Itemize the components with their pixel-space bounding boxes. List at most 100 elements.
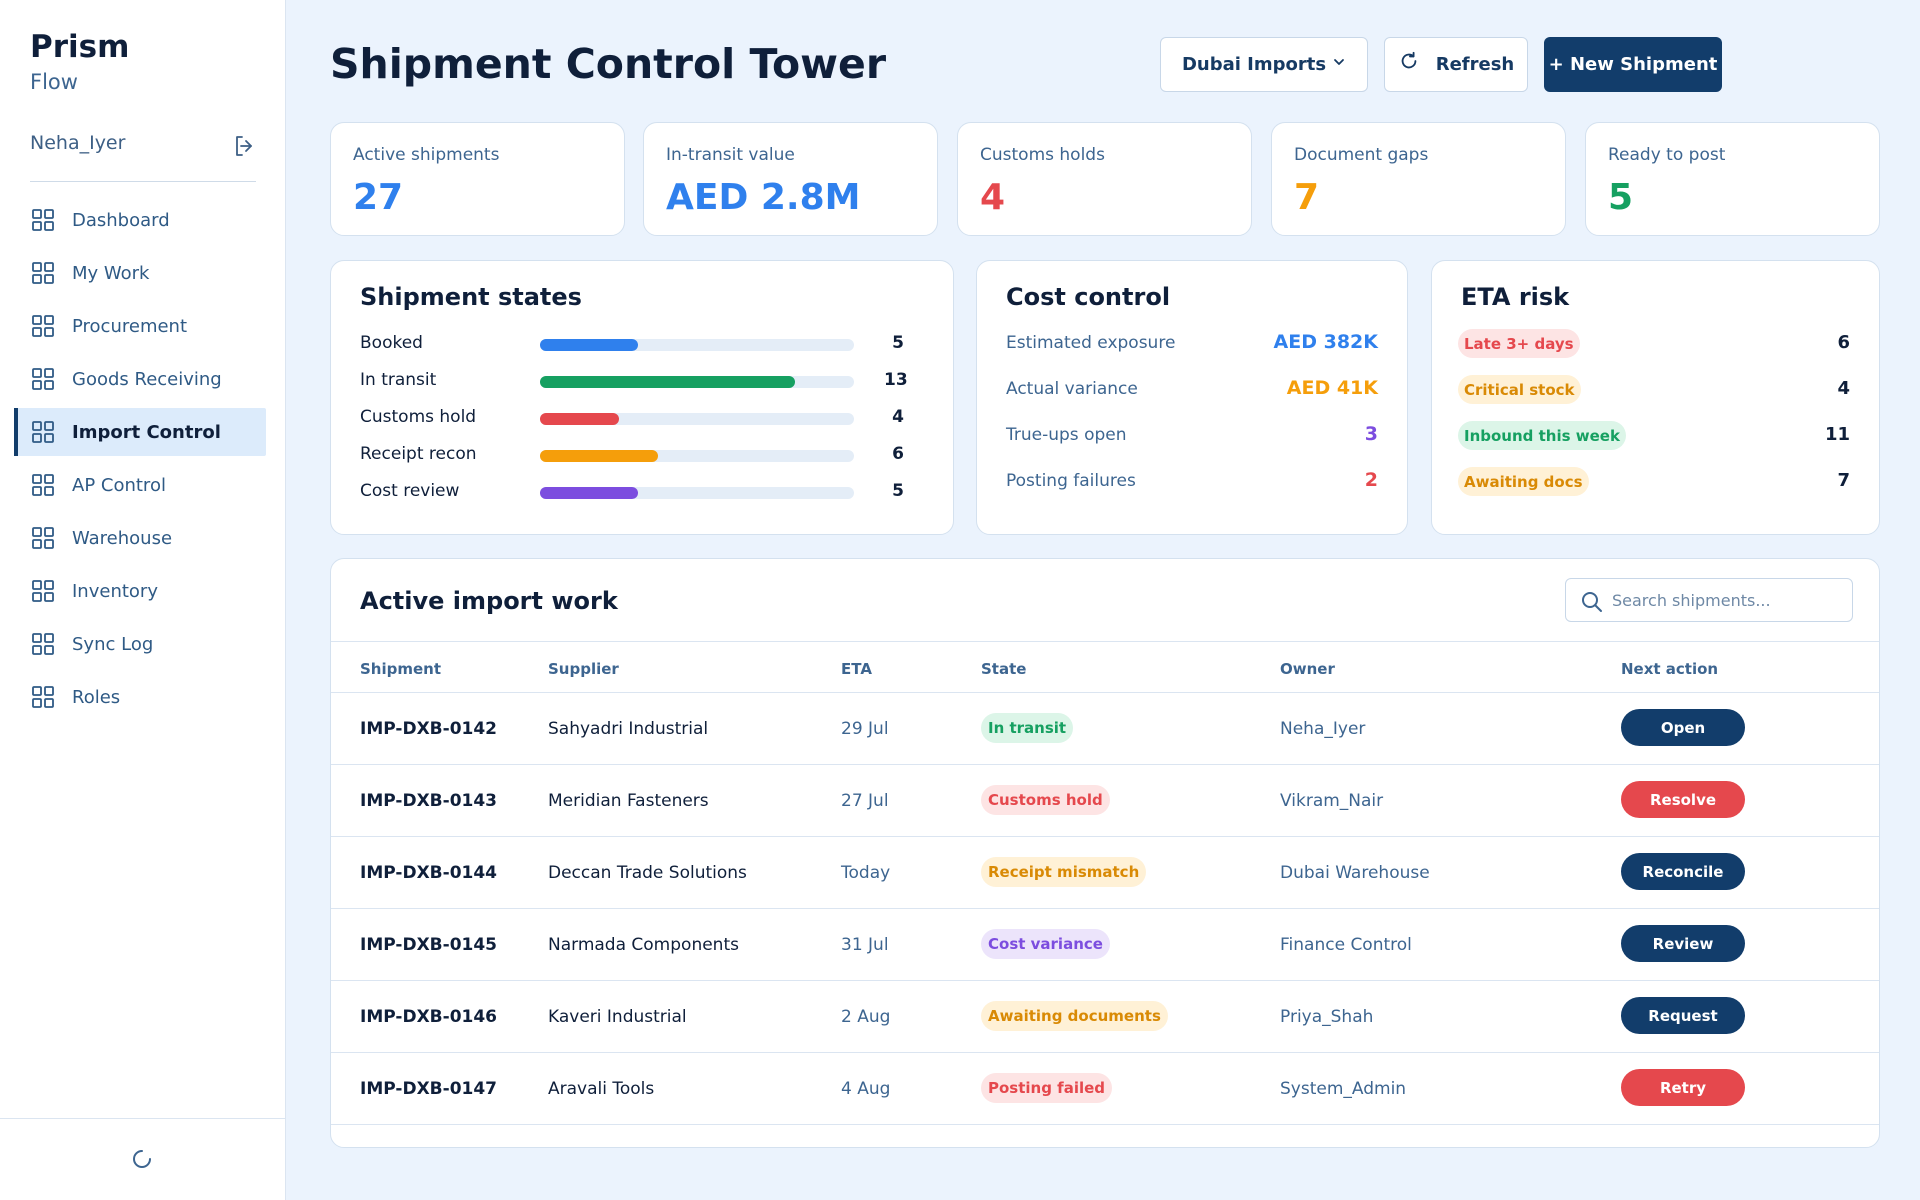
grid-icon <box>32 315 54 337</box>
table-row: IMP-DXB-0145 Narmada Components 31 Jul Cost… <box>331 909 1879 981</box>
table-row: IMP-DXB-0144 Deccan Trade Solutions Today R… <box>331 837 1879 909</box>
state-bar-track <box>540 376 854 388</box>
entity-select[interactable]: Dubai Imports <box>1160 37 1368 92</box>
eta-date: 27 Jul <box>841 791 889 811</box>
eta-date: 4 Aug <box>841 1079 891 1099</box>
sidebar-item-label: AP Control <box>72 474 166 496</box>
column-header: Owner <box>1280 660 1335 678</box>
cost-value: AED 41K <box>1286 377 1378 399</box>
state-label: In transit <box>360 370 437 390</box>
state-badge: In transit <box>981 713 1074 743</box>
refresh-icon <box>1401 51 1417 68</box>
table-row: IMP-DXB-0146 Kaveri Industrial 2 Aug Awaiti… <box>331 981 1879 1053</box>
shipment-states-panel: Shipment states Booked 5 In transit 13 Custo… <box>330 260 954 535</box>
eta-risk-count: 11 <box>1824 424 1850 445</box>
sidebar-item-label: My Work <box>72 262 150 284</box>
kpi-label: Ready to post <box>1608 145 1726 165</box>
owner-name: Dubai Warehouse <box>1280 863 1430 883</box>
kpi-label: Active shipments <box>353 145 500 165</box>
sidebar-item-my-work[interactable]: My Work <box>14 249 266 297</box>
supplier-name: Sahyadri Industrial <box>548 719 709 739</box>
kpi-card: Active shipments 27 <box>330 122 625 236</box>
supplier-name: Aravali Tools <box>548 1079 655 1099</box>
next-action-button[interactable]: Request <box>1621 997 1745 1034</box>
kpi-card: In-transit value AED 2.8M <box>643 122 938 236</box>
next-action-button[interactable]: Retry <box>1621 1069 1745 1106</box>
state-badge: Customs hold <box>981 785 1110 815</box>
cost-label: Estimated exposure <box>1006 333 1176 353</box>
eta-date: 2 Aug <box>841 1007 891 1027</box>
kpi-card: Document gaps 7 <box>1271 122 1566 236</box>
grid-icon <box>32 209 54 231</box>
new-shipment-button[interactable]: + New Shipment <box>1544 37 1722 92</box>
state-badge: Receipt mismatch <box>981 857 1147 887</box>
column-header: ETA <box>841 660 872 678</box>
sidebar-item-dashboard[interactable]: Dashboard <box>14 196 266 244</box>
sidebar-item-procurement[interactable]: Procurement <box>14 302 266 350</box>
shipment-id: IMP-DXB-0143 <box>360 791 498 811</box>
state-row: Receipt recon 6 <box>360 444 915 468</box>
grid-icon <box>32 368 54 390</box>
state-row: In transit 13 <box>360 370 915 394</box>
eta-risk-row: Critical stock 4 <box>1458 375 1850 405</box>
kpi-value: AED 2.8M <box>666 177 861 218</box>
cost-value: 3 <box>1364 423 1378 445</box>
cost-label: Actual variance <box>1006 379 1138 399</box>
table-header: Shipment Supplier ETA State Owner Next action <box>331 641 1879 693</box>
cost-label: Posting failures <box>1006 471 1136 491</box>
grid-icon <box>32 527 54 549</box>
logout-icon[interactable] <box>232 134 256 158</box>
next-action-button[interactable]: Reconcile <box>1621 853 1745 890</box>
cost-value: AED 382K <box>1273 331 1378 353</box>
active-import-work-panel: Active import work Shipment Supplier ETA St… <box>330 558 1880 1148</box>
eta-risk-badge: Inbound this week <box>1458 421 1626 450</box>
kpi-card: Customs holds 4 <box>957 122 1252 236</box>
state-row: Cost review 5 <box>360 481 915 505</box>
owner-name: Finance Control <box>1280 935 1412 955</box>
eta-risk-badge: Late 3+ days <box>1458 329 1580 358</box>
cost-row: Actual variance AED 41K <box>1006 377 1378 403</box>
supplier-name: Narmada Components <box>548 935 739 955</box>
state-count: 5 <box>892 481 904 501</box>
search-input[interactable] <box>1612 579 1842 621</box>
eta-risk-badge: Awaiting docs <box>1458 467 1589 496</box>
supplier-name: Kaveri Industrial <box>548 1007 687 1027</box>
state-bar-fill <box>540 413 619 425</box>
state-row: Customs hold 4 <box>360 407 915 431</box>
eta-risk-panel: ETA risk Late 3+ days 6 Critical stock 4 Inb… <box>1431 260 1880 535</box>
state-bar-track <box>540 413 854 425</box>
state-bar-fill <box>540 376 796 388</box>
owner-name: Neha_Iyer <box>1280 719 1366 739</box>
next-action-button[interactable]: Open <box>1621 709 1745 746</box>
sidebar-item-inventory[interactable]: Inventory <box>14 567 266 615</box>
search-box[interactable] <box>1565 578 1853 622</box>
next-action-button[interactable]: Resolve <box>1621 781 1745 818</box>
sidebar-item-label: Roles <box>72 686 121 708</box>
table-title: Active import work <box>360 587 618 615</box>
refresh-label: Refresh <box>1435 54 1515 75</box>
brand-subtitle: Flow <box>30 70 78 94</box>
brand: Prism Flow <box>30 30 129 94</box>
sidebar-item-roles[interactable]: Roles <box>14 673 266 721</box>
eta-risk-count: 4 <box>1837 378 1850 399</box>
kpi-card: Ready to post 5 <box>1585 122 1880 236</box>
sidebar-item-sync-log[interactable]: Sync Log <box>14 620 266 668</box>
supplier-name: Meridian Fasteners <box>548 791 709 811</box>
refresh-button[interactable]: Refresh <box>1384 37 1528 92</box>
table-row: IMP-DXB-0143 Meridian Fasteners 27 Jul Cust… <box>331 765 1879 837</box>
table-row: IMP-DXB-0147 Aravali Tools 4 Aug Posting fa… <box>331 1053 1879 1125</box>
sidebar-item-import-control[interactable]: Import Control <box>14 408 266 456</box>
sidebar-item-ap-control[interactable]: AP Control <box>14 461 266 509</box>
kpi-value: 27 <box>353 177 404 218</box>
entity-select-label: Dubai Imports <box>1181 54 1327 75</box>
grid-icon <box>32 686 54 708</box>
sidebar-item-label: Sync Log <box>72 633 154 655</box>
sidebar-item-goods-receiving[interactable]: Goods Receiving <box>14 355 266 403</box>
table-row: IMP-DXB-0142 Sahyadri Industrial 29 Jul In … <box>331 693 1879 765</box>
owner-name: System_Admin <box>1280 1079 1407 1099</box>
next-action-button[interactable]: Review <box>1621 925 1745 962</box>
eta-risk-badge: Critical stock <box>1458 375 1581 404</box>
cost-row: Estimated exposure AED 382K <box>1006 331 1378 357</box>
eta-risk-count: 7 <box>1837 470 1850 491</box>
sidebar-item-warehouse[interactable]: Warehouse <box>14 514 266 562</box>
